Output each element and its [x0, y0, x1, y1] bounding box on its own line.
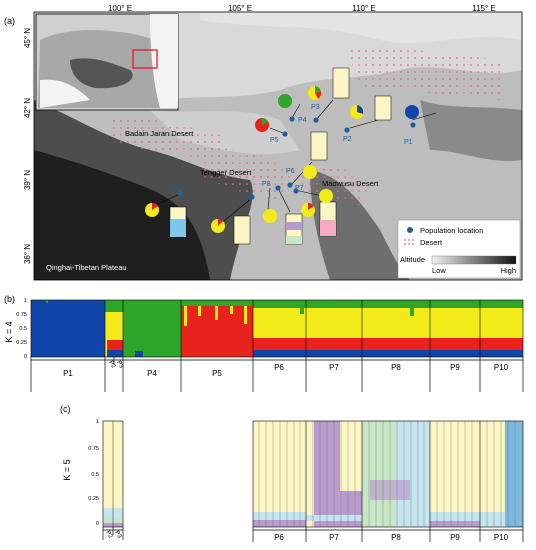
k4-ytick-1: 1 [24, 298, 27, 304]
k4-bars [30, 299, 524, 358]
k5-group-p9: P9 [450, 533, 460, 542]
k4-group-p5: P5 [212, 369, 222, 378]
population-p4: P4 [278, 94, 307, 124]
p4-location-dot [289, 116, 295, 122]
k4-group-p2: P2 [107, 360, 116, 370]
lat-tick-36: 36° N [23, 244, 32, 264]
p2-bar-chart [374, 95, 392, 121]
k5-ylabel: K = 5 [62, 459, 72, 480]
population-p1: P1 [404, 105, 437, 146]
k4-ytick-075: 0.75 [16, 312, 27, 318]
k4-group-p9: P9 [450, 363, 460, 372]
legend-altitude: Altitude [400, 255, 425, 264]
label-badain-desert: Badain Jaran Desert [125, 129, 194, 138]
lon-tick-110: 110° E [352, 4, 376, 13]
population-p9: P9 [211, 187, 277, 245]
p7-pie-chart [319, 189, 333, 203]
k4-group-p3: P3 [115, 360, 124, 370]
panel-a-map: (a) 100° E 105° E 110° E 115° E 45° N 42… [4, 4, 523, 281]
k4-ylabel: K = 4 [4, 321, 14, 342]
k4-group-axis [30, 357, 524, 392]
p6-location-dot [287, 182, 293, 188]
k5-ytick-05: 0.5 [91, 472, 99, 478]
lat-tick-42: 42° N [23, 98, 32, 118]
p10-location-dot [177, 190, 183, 196]
map-legend: Population location Desert Altitude Low … [397, 219, 521, 279]
p1-location-dot [410, 122, 416, 128]
panel-b-structure-k4: (b) K = 4 1 0.75 0.5 0.25 0 [4, 294, 524, 392]
p4-pie-chart [278, 94, 292, 108]
k5-right-bars: P6 P7 P8 P9 P10 [252, 420, 524, 542]
k5-group-p2: P2 [104, 530, 113, 540]
inset-study-area-box [132, 49, 158, 69]
lat-tick-45: 45° N [23, 28, 32, 48]
k4-group-p8: P8 [391, 363, 401, 372]
p9-location-dot [249, 194, 255, 200]
population-p5: P5 [255, 118, 288, 144]
k4-ytick-025: 0.25 [16, 340, 27, 346]
k5-group-p3: P3 [113, 530, 122, 540]
legend-desert: Desert [420, 238, 443, 247]
p5-label: P5 [270, 137, 279, 144]
k4-group-p4: P4 [147, 369, 157, 378]
p10-label: P10 [172, 185, 185, 192]
inset-map [35, 13, 179, 111]
population-p6: P6 [286, 131, 328, 188]
p2-label: P2 [343, 136, 352, 143]
p9-bar-chart [233, 215, 251, 245]
k5-group-p6: P6 [274, 533, 284, 542]
k4-ytick-05: 0.5 [19, 326, 27, 332]
lon-tick-105: 105° E [228, 4, 252, 13]
p2-location-dot [344, 127, 350, 133]
panel-label-a: (a) [4, 16, 15, 26]
legend-high: High [501, 266, 516, 275]
k4-group-p6: P6 [274, 363, 284, 372]
panel-label-c: (c) [60, 404, 71, 414]
population-p10: P10 [145, 185, 187, 238]
p1-label: P1 [404, 139, 413, 146]
p8-label: P8 [262, 181, 271, 188]
p5-location-dot [282, 131, 288, 137]
legend-low: Low [432, 266, 446, 275]
p3-location-dot [313, 117, 319, 123]
p9-label: P9 [244, 195, 253, 202]
label-maowusu-desert: Maowusu Desert [322, 179, 379, 188]
k4-group-p1: P1 [63, 369, 73, 378]
p9-pie-chart [263, 209, 277, 223]
p7-label: P7 [295, 185, 304, 192]
k5-group-p8: P8 [391, 533, 401, 542]
k4-group-p7: P7 [329, 363, 339, 372]
population-p2: P2 [343, 95, 392, 143]
k4-ytick-0: 0 [24, 354, 27, 360]
panel-c-structure-k5: (c) K = 5 1 0.75 0.5 0.25 0 P2 P3 [60, 404, 524, 542]
p6-label: P6 [286, 168, 295, 175]
population-p7: P7 [293, 185, 337, 237]
k5-ytick-0: 0 [96, 521, 99, 527]
lon-tick-115: 115° E [472, 4, 496, 13]
altitude-gradient-bar [431, 255, 517, 265]
p8-location-dot [275, 185, 281, 191]
p6-pie-chart [303, 165, 317, 179]
p3-bar-chart [332, 67, 350, 99]
k4-group-p10: P10 [494, 363, 509, 372]
k5-group-p7: P7 [329, 533, 339, 542]
panel-label-b: (b) [4, 294, 15, 304]
population-p8: P8 [262, 181, 315, 245]
p3-label: P3 [311, 104, 320, 111]
k5-ytick-025: 0.25 [88, 496, 99, 502]
k5-left-bars: P2 P3 [102, 420, 124, 540]
population-p3: P3 [308, 67, 350, 123]
p6-bar-chart [310, 131, 328, 161]
lat-tick-39: 39° N [23, 170, 32, 190]
k5-ytick-1: 1 [96, 419, 99, 425]
k5-group-p10: P10 [494, 533, 509, 542]
label-qinghai-plateau: Qinghai-Tibetan Plateau [46, 263, 127, 272]
legend-population-location: Population location [420, 226, 483, 235]
lon-tick-100: 100° E [108, 4, 132, 13]
p1-pie-chart [405, 105, 419, 119]
label-tengger-desert: Tengger Desert [200, 168, 252, 177]
p4-label: P4 [298, 117, 307, 124]
p7-location-dot [293, 188, 299, 194]
k5-ytick-075: 0.75 [88, 446, 99, 452]
